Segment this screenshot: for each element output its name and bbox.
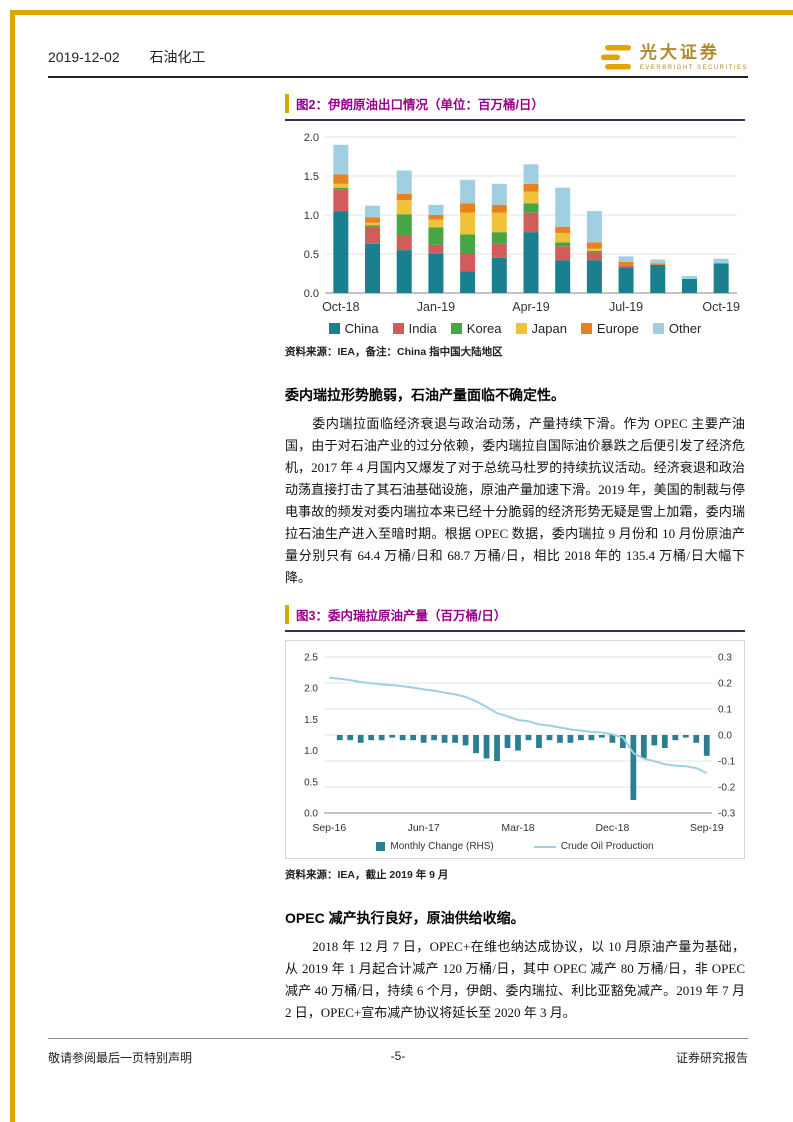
svg-text:Oct-18: Oct-18: [322, 300, 360, 314]
industry-label: 石油化工: [149, 49, 206, 66]
legend-label: Monthly Change (RHS): [390, 841, 494, 853]
svg-text:Jul-19: Jul-19: [609, 300, 643, 314]
footer-report-type: 证券研究报告: [675, 1051, 748, 1065]
legend-item-korea: Korea: [450, 321, 502, 337]
main-column: 图2：伊朗原油出口情况（单位：百万桶/日） 0.0 0.5 1.0 1.5 2.0 Oct…: [285, 94, 745, 1024]
legend-item-monthly-change-rhs-: Monthly Change (RHS): [376, 841, 494, 853]
legend-label: India: [408, 321, 437, 337]
iran-export-stacked-bar-chart: 0.0 0.5 1.0 1.5 2.0 Oct-18 Jan-19 Apr-19 Jul-19 O…: [304, 132, 740, 314]
svg-text:Oct-19: Oct-19: [702, 300, 740, 314]
header-divider: [48, 76, 748, 79]
brand-block: 光大证券 EVERBRIGHT SECURITIES: [600, 43, 748, 71]
figure3-title: 图3：委内瑞拉原油产量（百万桶/日）: [285, 605, 506, 625]
venezuela-production-combo-chart: -0.3 -0.2 -0.1 0.0 0.1 0.2 0.3 0.0 0.5 1.0 1.5 2.0 2…: [304, 653, 736, 835]
venezuela-chart-frame: -0.3 -0.2 -0.1 0.0 0.1 0.2 0.3 0.0 0.5 1.0 1.5 2.0 2…: [285, 640, 745, 860]
brand-subtitle: EVERBRIGHT SECURITIES: [639, 64, 748, 71]
svg-text:0.5: 0.5: [304, 778, 318, 789]
page-number: -5-: [390, 1049, 406, 1063]
venezuela-section-body: 委内瑞拉面临经济衰退与政治动荡，产量持续下滑。作为 OPEC 主要产油国，由于对…: [285, 416, 745, 586]
svg-text:0.0: 0.0: [718, 731, 732, 742]
legend-label: Europe: [596, 321, 639, 337]
legend-label: China: [344, 321, 379, 337]
svg-text:1.5: 1.5: [304, 171, 319, 183]
legend-item-india: India: [392, 321, 437, 337]
legend-square-swatch: [580, 323, 592, 335]
figure2-title-bar: 图2：伊朗原油出口情况（单位：百万桶/日）: [285, 94, 745, 122]
svg-text:0.1: 0.1: [718, 705, 732, 716]
brand-text: 光大证券 EVERBRIGHT SECURITIES: [639, 43, 748, 71]
everbright-logo-icon: [600, 45, 631, 70]
legend-square-swatch: [392, 323, 404, 335]
figure2-source: 资料来源：IEA，备注：China 指中国大陆地区: [285, 346, 503, 359]
svg-text:Sep-16: Sep-16: [312, 822, 346, 834]
svg-text:-0.1: -0.1: [718, 757, 736, 768]
svg-text:1.5: 1.5: [304, 715, 318, 726]
svg-text:2.0: 2.0: [304, 132, 319, 144]
opec-section-body: 2018 年 12 月 7 日，OPEC+在维也纳达成协议，以 10 月原油产量…: [285, 939, 745, 1021]
legend-square-swatch: [515, 323, 527, 335]
legend-square-swatch: [328, 323, 340, 335]
page-header: 2019-12-02 石油化工 光大证券 EVERBRIGHT SECURITI…: [48, 43, 748, 71]
venezuela-chart-legend: Monthly Change (RHS) Crude Oil Production: [288, 841, 742, 852]
brand-name: 光大证券: [639, 43, 720, 62]
page-accent-left-bar: [10, 10, 15, 1122]
svg-text:1.0: 1.0: [304, 210, 319, 222]
svg-text:Mar-18: Mar-18: [501, 822, 534, 834]
svg-text:Dec-18: Dec-18: [595, 822, 629, 834]
legend-item-china: China: [328, 321, 379, 337]
page-accent-top-bar: [10, 10, 793, 15]
legend-item-other: Other: [652, 321, 702, 337]
svg-text:0.2: 0.2: [718, 679, 732, 690]
report-date: 2019-12-02: [48, 49, 120, 66]
legend-square-swatch: [652, 323, 664, 335]
svg-text:-0.3: -0.3: [718, 809, 736, 820]
legend-label: Other: [668, 321, 702, 337]
figure3-title-bar: 图3：委内瑞拉原油产量（百万桶/日）: [285, 605, 745, 633]
svg-text:2.5: 2.5: [304, 653, 318, 664]
svg-text:Jan-19: Jan-19: [417, 300, 455, 314]
svg-text:0.0: 0.0: [304, 288, 319, 300]
svg-text:0.0: 0.0: [304, 809, 318, 820]
legend-item-europe: Europe: [580, 321, 639, 337]
footer-disclaimer: 敬请参阅最后一页特别声明: [48, 1051, 193, 1065]
legend-label: Crude Oil Production: [560, 841, 654, 853]
svg-text:1.0: 1.0: [304, 746, 318, 757]
legend-item-crude-oil-production: Crude Oil Production: [533, 841, 654, 853]
svg-text:-0.2: -0.2: [718, 783, 736, 794]
svg-text:2.0: 2.0: [304, 684, 318, 695]
figure2-title: 图2：伊朗原油出口情况（单位：百万桶/日）: [285, 94, 544, 114]
page-footer: 敬请参阅最后一页特别声明 -5- 证券研究报告: [48, 1038, 748, 1066]
legend-label: Japan: [531, 321, 567, 337]
figure3-source: 资料来源：IEA，截止 2019 年 9 月: [285, 869, 449, 882]
legend-square-swatch: [450, 323, 462, 335]
svg-text:Apr-19: Apr-19: [512, 300, 550, 314]
legend-square-swatch: [376, 842, 386, 852]
svg-text:Sep-19: Sep-19: [690, 822, 724, 834]
legend-line-swatch: [533, 845, 556, 848]
venezuela-section-heading: 委内瑞拉形势脆弱，石油产量面临不确定性。: [285, 387, 565, 404]
svg-text:0.3: 0.3: [718, 653, 732, 664]
header-meta: 2019-12-02 石油化工: [48, 47, 206, 71]
legend-label: Korea: [466, 321, 502, 337]
legend-item-japan: Japan: [515, 321, 567, 337]
svg-text:0.5: 0.5: [304, 249, 319, 261]
opec-section-heading: OPEC 减产执行良好，原油供给收缩。: [285, 910, 525, 927]
footer-row: 敬请参阅最后一页特别声明 -5- 证券研究报告: [48, 1049, 748, 1066]
svg-text:Jun-17: Jun-17: [408, 822, 440, 834]
iran-export-chart-legend: China India Korea Japan Europe Other: [285, 321, 745, 336]
